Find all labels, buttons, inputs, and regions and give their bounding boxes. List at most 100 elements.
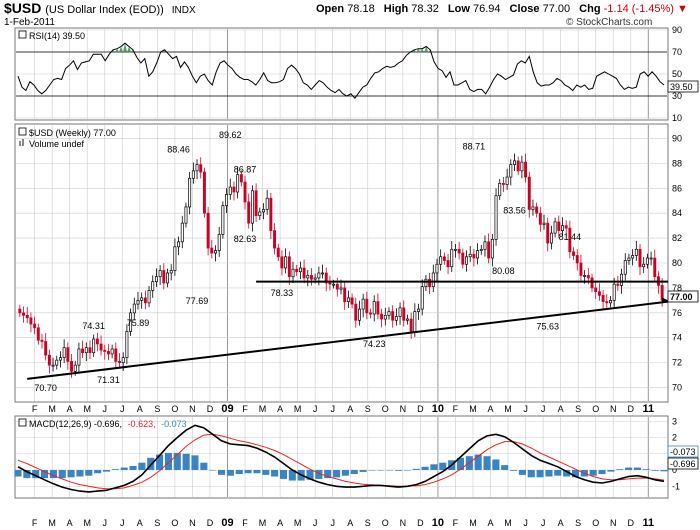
x-tick-label: M [294,404,302,414]
macd-histogram-bar [315,470,323,479]
x-tick-label-bottom: N [610,518,617,528]
price-annotation: 89.62 [219,130,242,140]
candle-body [129,312,133,332]
x-tick-label: N [189,404,196,414]
candle-body [634,248,638,256]
candle-body [642,263,646,268]
candle-body [258,211,262,217]
candle-body [284,256,288,269]
macd-histogram-bar [456,457,465,470]
candle-body [136,300,140,305]
candle-body [354,303,358,321]
candle-body [487,241,491,259]
candle-body [58,357,62,361]
candle-body [623,260,627,275]
x-tick-label: A [137,404,143,414]
x-tick-label: M [504,404,512,414]
candle-body [77,348,81,366]
x-tick-label-bottom: N [400,518,407,528]
candle-body [612,283,616,301]
x-tick-label-bottom: 11 [642,517,654,529]
candle-body [468,253,472,258]
candle-body [332,283,336,286]
candle-body [383,314,387,320]
x-tick-label: N [400,404,407,414]
candle-body [535,206,539,214]
candle-body [465,256,468,265]
macd-histogram-bar [492,459,500,470]
x-tick-label-bottom: F [32,518,38,528]
x-tick-label-bottom: A [277,518,283,528]
macd-tick-label: -1 [672,481,680,491]
x-tick-label-bottom: M [48,518,56,528]
price-current-value: 77.00 [670,292,693,302]
candle-body [114,348,118,362]
macd-histogram-bar [377,470,385,471]
macd-histogram-bar [589,470,597,476]
macd-histogram-bar [32,470,40,479]
x-tick-label-bottom: N [189,518,196,528]
price-annotation: 74.23 [363,339,386,349]
candle-body [645,257,649,265]
macd-histogram-bar [244,470,252,474]
candle-body [239,174,243,183]
candle-body [572,251,576,256]
x-tick-label: S [154,404,160,414]
macd-chart [14,424,668,493]
candle-body [557,221,561,231]
candle-body [250,190,254,224]
macd-histogram-bar [226,470,234,476]
close-value: 77.00 [542,3,571,15]
rsi-legend-swatch [18,30,27,39]
price-annotation: 86.87 [234,164,257,174]
candle-body [232,186,236,193]
candle-body [609,300,612,304]
candle-body [47,354,51,366]
price-annotation: 71.31 [97,375,120,385]
candle-body [291,268,295,278]
price-annotation: 83.56 [503,206,526,216]
macd-histogram-bar [253,470,261,474]
x-tick-label-bottom: J [541,518,546,528]
macd-line [17,424,665,493]
candle-body [594,287,598,292]
candle-body [191,170,195,179]
candle-body [490,238,494,259]
macd-histogram-bar [518,470,526,475]
candle-body [365,298,369,314]
rsi-label: RSI(14) 39.50 [29,31,85,41]
volume-legend-swatch-2 [22,139,24,146]
macd-tick-label: 2 [672,433,677,443]
candle-body [476,250,480,259]
x-tick-label: S [365,404,371,414]
macd-legend-text: MACD(12,26,9) -0.696, -0.623, -0.073 [29,419,187,429]
x-tick-label: O [592,404,599,414]
x-tick-label-bottom: M [83,518,91,528]
macd-histogram-bar [85,470,93,476]
candle-body [394,316,398,321]
candle-body [605,301,609,304]
x-tick-label: F [32,404,38,414]
price-tick-label: 72 [672,358,682,368]
x-tick-label: O [171,404,178,414]
price-tick-label: 88 [672,158,682,168]
candle-body [62,347,66,359]
macd-histogram-bar [41,470,49,479]
macd-histogram-bar [536,470,544,478]
x-tick-label: A [487,404,493,414]
price-legend-swatch [18,127,27,136]
price-current-tag: 77.00 [667,290,699,303]
candle-body [627,257,631,261]
x-tick-label-bottom: A [487,518,493,528]
price-annotation: 75.89 [127,318,150,328]
candle-body [99,343,103,351]
close-label: Close [509,3,540,15]
macd-histogram-bar [474,454,482,470]
macd-histogram-bar [571,470,580,478]
macd-histogram-bar [279,470,288,479]
hist-current-value: -0.073 [670,447,696,457]
price-legend: $USD (Weekly) 77.00 Volume undef [18,127,116,149]
candle-body [431,272,435,288]
candle-body [25,314,29,319]
